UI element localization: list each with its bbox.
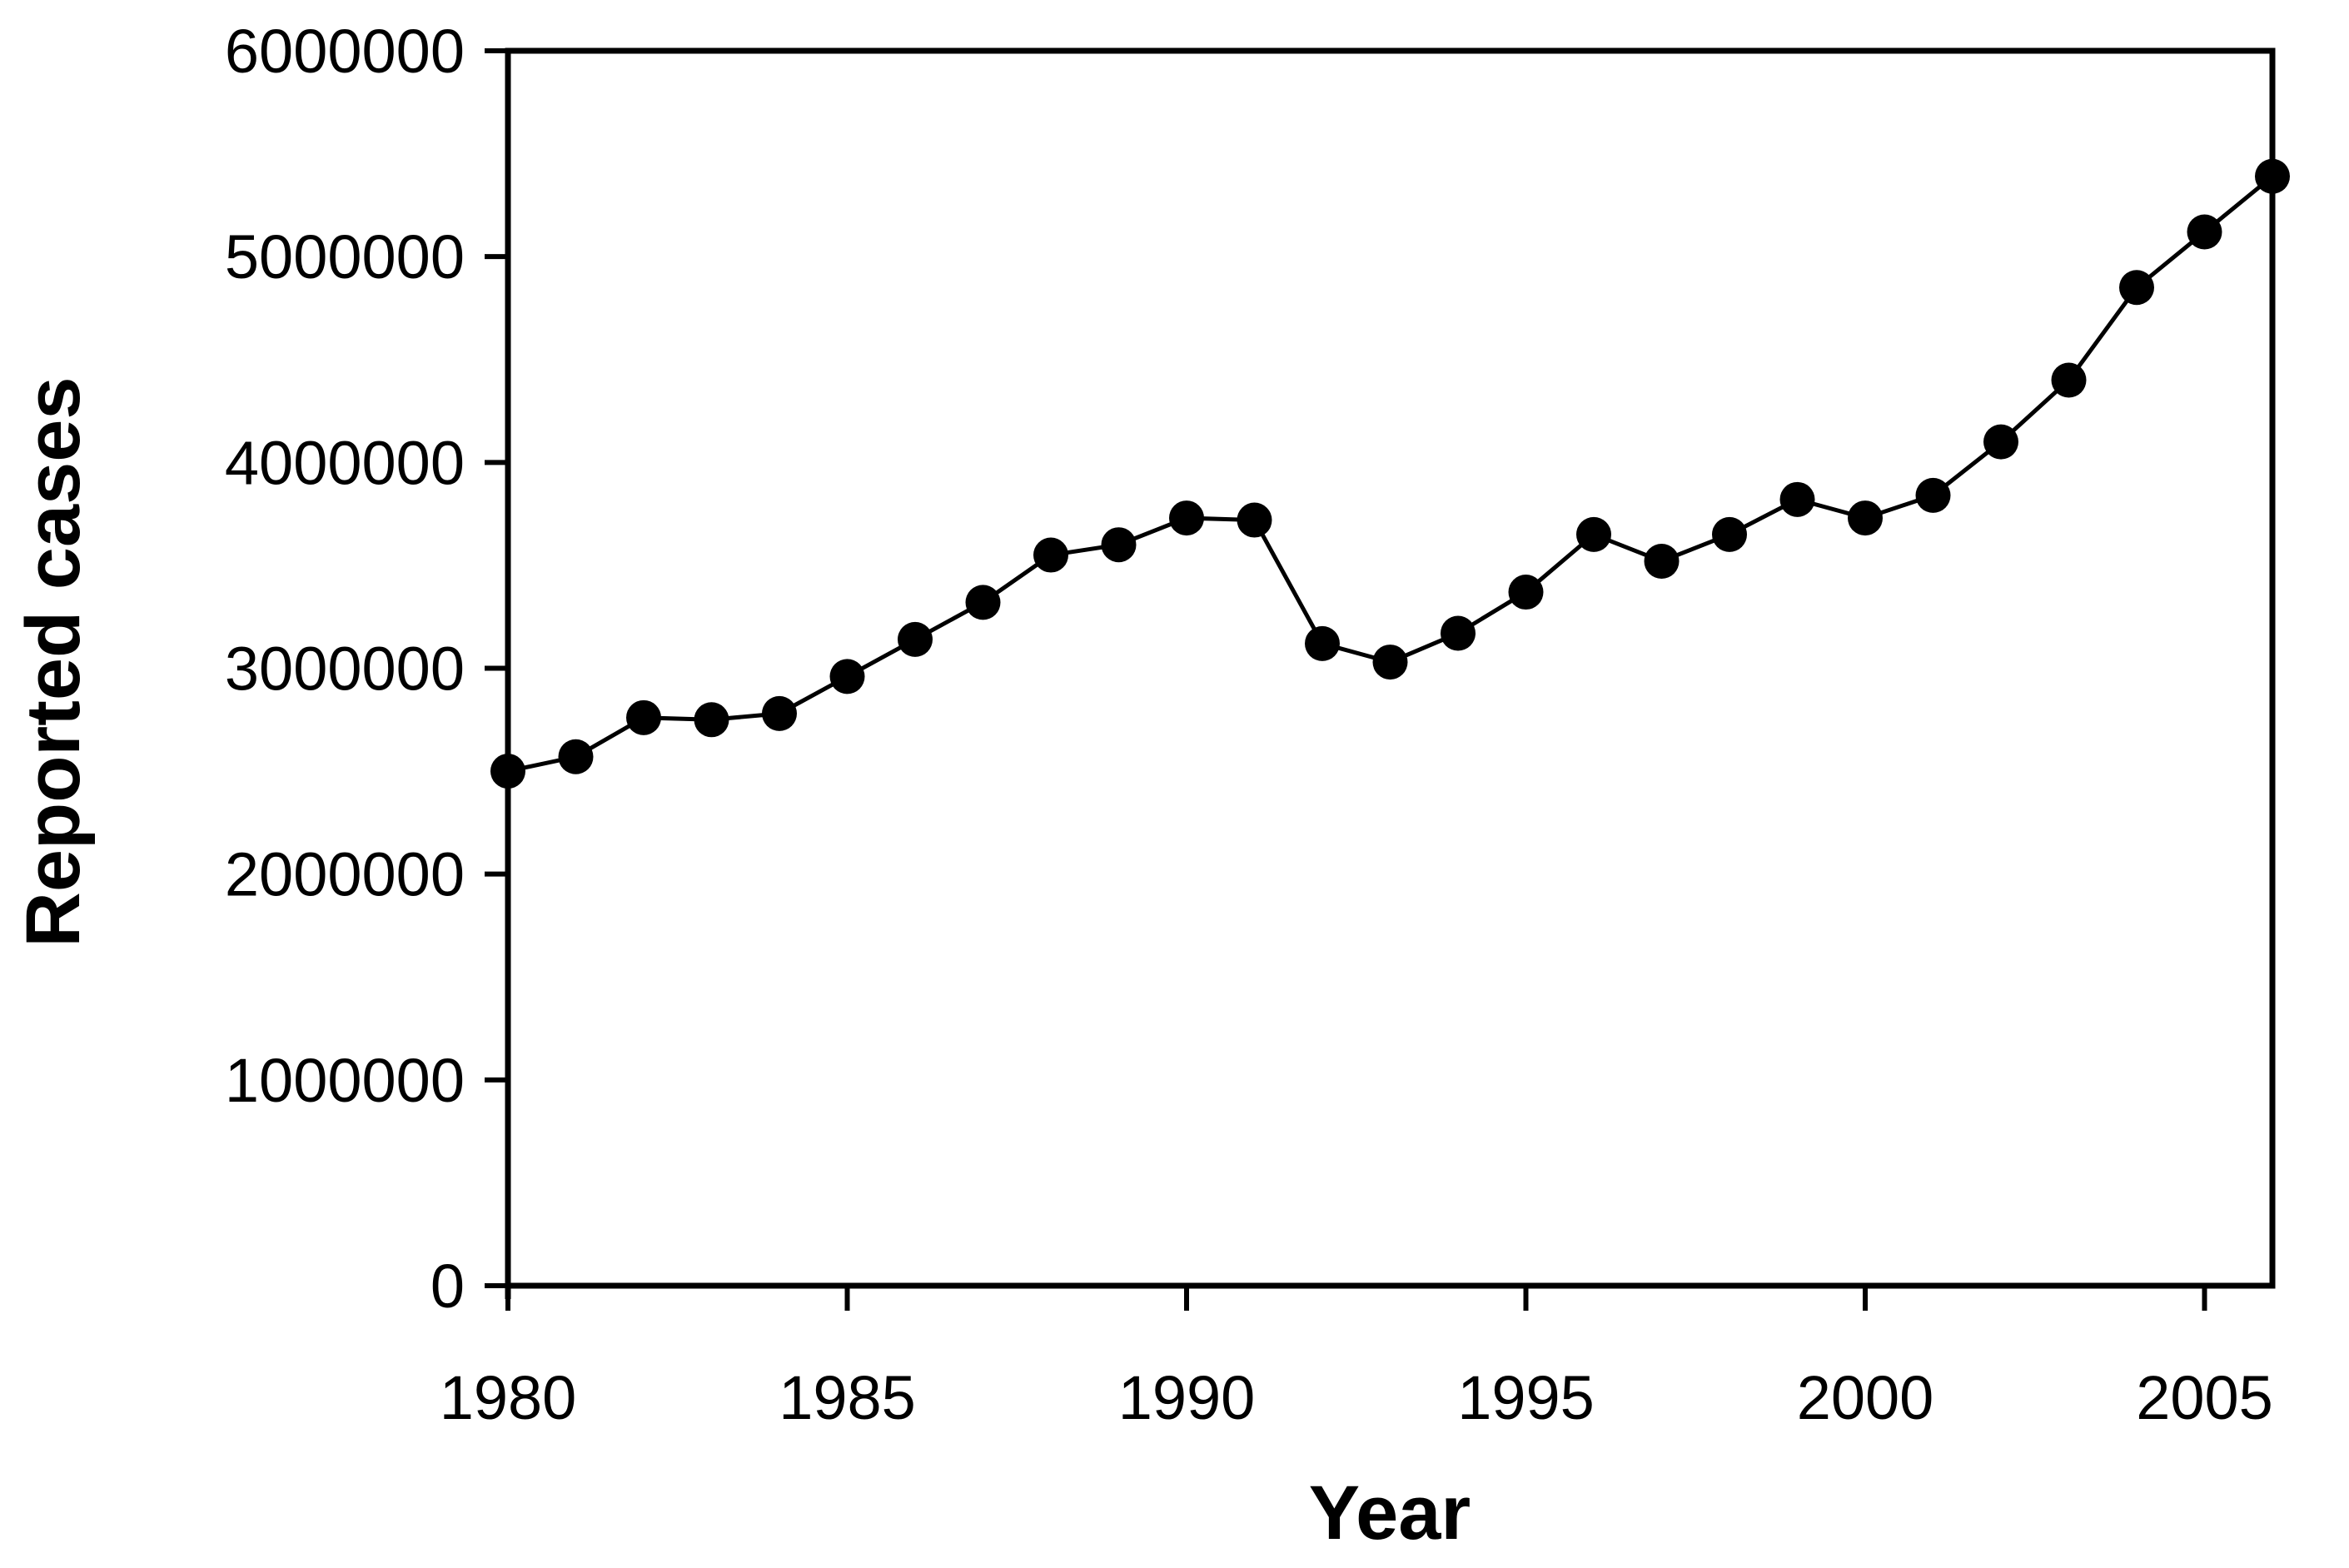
x-tick-label: 2000: [1797, 1363, 1934, 1432]
x-tick-label: 1990: [1118, 1363, 1256, 1432]
data-point: [490, 754, 525, 789]
data-point: [694, 702, 729, 738]
data-point: [1441, 615, 1476, 651]
data-point: [1101, 527, 1137, 563]
data-point: [2187, 214, 2222, 250]
data-point: [2255, 158, 2290, 194]
y-tick-label: 6000000: [225, 17, 465, 86]
data-point: [2051, 362, 2087, 398]
x-tick-label: 1995: [1457, 1363, 1595, 1432]
x-tick-label: 2005: [2136, 1363, 2273, 1432]
data-point: [1033, 537, 1068, 573]
data-point: [1779, 481, 1815, 517]
data-point: [965, 585, 1001, 620]
data-point: [1372, 645, 1408, 680]
data-point: [1169, 500, 1204, 536]
x-tick-label: 1985: [779, 1363, 916, 1432]
data-point: [762, 695, 797, 731]
y-tick-label: 1000000: [225, 1046, 465, 1115]
y-tick-label: 0: [430, 1252, 465, 1321]
y-tick-label: 4000000: [225, 428, 465, 497]
data-point: [1576, 516, 1611, 552]
y-tick-label: 5000000: [225, 222, 465, 291]
data-point: [898, 621, 933, 657]
data-point: [558, 739, 594, 774]
data-point: [1644, 543, 1680, 579]
data-point: [1983, 424, 2018, 460]
x-axis-title: Year: [1309, 1471, 1471, 1556]
y-tick-label: 3000000: [225, 635, 465, 704]
x-tick-label: 1980: [440, 1363, 577, 1432]
x-axis-ticks: 1980 1985 1990 1995 2000 2005: [440, 1286, 2273, 1432]
data-series: [490, 158, 2290, 789]
data-point: [1712, 516, 1747, 552]
y-tick-label: 2000000: [225, 840, 465, 909]
data-point: [626, 699, 661, 735]
data-point: [1508, 575, 1544, 610]
y-axis-ticks: 0 1000000 2000000 3000000 4000000 5000000 6000…: [225, 17, 508, 1321]
data-point: [2119, 270, 2154, 306]
data-point: [829, 659, 865, 694]
data-point: [1237, 502, 1272, 538]
series-line: [507, 174, 2274, 774]
data-point: [1305, 625, 1340, 661]
y-axis-title: Reported cases: [11, 376, 96, 947]
data-point: [1848, 500, 1883, 536]
data-point: [1915, 477, 1951, 513]
